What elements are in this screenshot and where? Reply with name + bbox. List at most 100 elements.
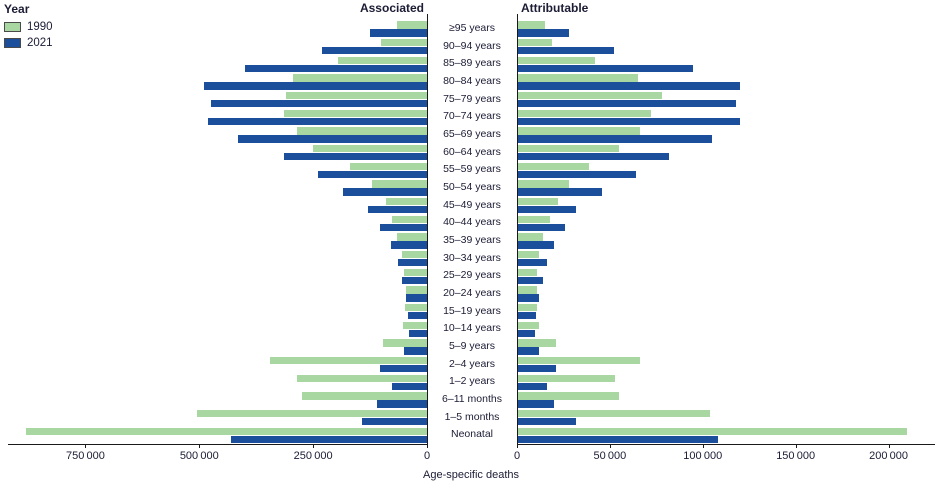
x-tick-label: 250 000: [293, 450, 333, 462]
x-tick: [427, 444, 428, 448]
bar-associated-2021: [367, 205, 427, 214]
legend-swatch-1990: [4, 22, 21, 32]
x-tick: [702, 444, 704, 448]
bar-associated-2021: [361, 417, 427, 426]
bar-attributable-2021: [517, 188, 603, 196]
bar-attributable-1990: [517, 392, 620, 400]
age-label: 75–79 years: [443, 92, 501, 105]
bar-attributable-1990: [517, 374, 616, 383]
bar-attributable-1990: [517, 127, 640, 135]
bar-attributable-1990: [517, 197, 558, 206]
bar-attributable-1990: [517, 356, 640, 365]
legend: Year 1990 2021: [4, 2, 53, 53]
bar-associated-1990: [405, 303, 427, 312]
bar-attributable-1990: [517, 144, 620, 153]
x-tick-label: 50 000: [593, 450, 627, 462]
age-label: 10–14 years: [443, 322, 501, 335]
age-label: 55–59 years: [443, 163, 501, 176]
bar-associated-1990: [381, 38, 427, 47]
x-tick: [888, 444, 890, 448]
age-label: 65–69 years: [443, 128, 501, 140]
legend-item-1990: 1990: [4, 21, 53, 33]
bar-associated-2021: [406, 294, 427, 302]
bar-associated-1990: [285, 91, 427, 100]
bar-attributable-2021: [517, 64, 694, 73]
x-tick: [199, 444, 201, 448]
age-label: 30–34 years: [443, 251, 501, 264]
bar-attributable-2021: [517, 400, 555, 408]
x-tick-label: 100 000: [683, 450, 723, 462]
x-tick: [313, 444, 315, 448]
age-label: 1–5 months: [444, 410, 500, 423]
left-zero-axis: [427, 14, 428, 444]
bar-associated-1990: [406, 286, 427, 294]
x-tick-label: 750 000: [65, 450, 105, 462]
bar-attributable-2021: [517, 223, 566, 232]
age-label: 25–29 years: [443, 269, 501, 282]
age-label: ≥95 years: [448, 22, 496, 34]
bar-associated-1990: [386, 197, 427, 206]
bar-attributable-2021: [517, 311, 536, 320]
age-label: 15–19 years: [443, 304, 501, 317]
bar-associated-2021: [370, 29, 427, 37]
bar-attributable-1990: [517, 21, 545, 29]
x-tick-label: 500 000: [179, 450, 219, 462]
bar-associated-2021: [409, 329, 427, 338]
x-tick-label: 0: [423, 450, 431, 462]
bar-associated-1990: [269, 356, 427, 365]
bar-associated-1990: [372, 180, 427, 188]
bar-associated-2021: [391, 382, 427, 391]
right-panel-title: Attributable: [521, 1, 589, 15]
left-x-axis: [8, 444, 428, 445]
bar-associated-1990: [338, 56, 427, 65]
bar-associated-1990: [401, 250, 427, 259]
x-axis-title: Age-specific deaths: [423, 469, 519, 481]
bar-attributable-1990: [517, 180, 570, 188]
bar-associated-2021: [380, 223, 427, 232]
right-zero-axis: [517, 14, 518, 444]
bar-attributable-1990: [517, 303, 538, 312]
bar-associated-2021: [322, 46, 427, 55]
bar-associated-1990: [349, 162, 427, 171]
x-tick: [85, 444, 87, 448]
age-label: 2–4 years: [448, 357, 496, 370]
bar-attributable-2021: [517, 29, 570, 37]
bar-attributable-2021: [517, 99, 737, 108]
bar-attributable-1990: [517, 91, 662, 100]
age-label: 70–74 years: [443, 110, 501, 123]
age-label: Neonatal: [450, 428, 494, 441]
bar-associated-1990: [292, 74, 427, 82]
bar-associated-1990: [301, 392, 427, 400]
legend-title: Year: [4, 2, 30, 16]
bar-associated-1990: [391, 215, 427, 224]
bar-associated-2021: [237, 135, 427, 143]
bar-associated-2021: [244, 64, 427, 73]
bar-associated-1990: [197, 409, 427, 418]
bar-attributable-2021: [517, 435, 718, 444]
bar-attributable-1990: [517, 409, 711, 418]
bar-attributable-1990: [517, 339, 556, 347]
bar-associated-2021: [404, 347, 427, 355]
left-panel-title: Associated: [359, 1, 424, 15]
legend-item-2021: 2021: [4, 37, 53, 49]
bar-associated-2021: [231, 435, 427, 444]
bar-associated-2021: [208, 117, 427, 126]
bar-attributable-1990: [517, 250, 540, 259]
bar-associated-2021: [407, 311, 427, 320]
x-tick: [517, 444, 518, 448]
bar-attributable-2021: [517, 276, 543, 285]
bar-attributable-1990: [517, 74, 638, 82]
age-label: 60–64 years: [443, 145, 501, 158]
bar-associated-1990: [297, 374, 427, 383]
bar-associated-1990: [297, 127, 427, 135]
x-tick-label: 150 000: [776, 450, 816, 462]
legend-label-2021: 2021: [27, 37, 53, 49]
bar-attributable-2021: [517, 417, 577, 426]
bar-associated-1990: [403, 321, 427, 330]
bar-associated-2021: [203, 82, 427, 90]
bar-attributable-2021: [517, 329, 535, 338]
bar-attributable-1990: [517, 233, 543, 241]
bar-attributable-2021: [517, 294, 540, 302]
bar-attributable-2021: [517, 258, 547, 267]
